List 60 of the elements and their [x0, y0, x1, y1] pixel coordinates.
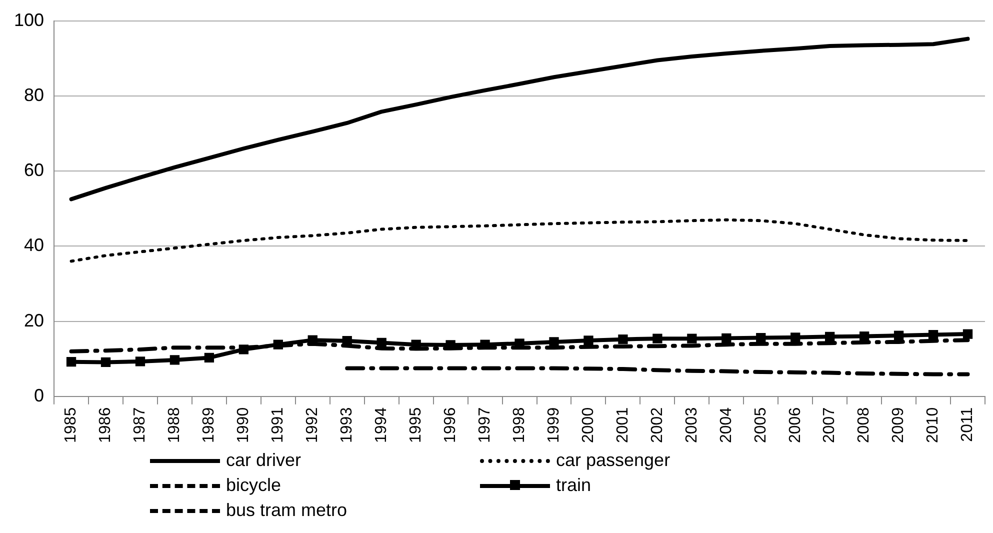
x-tick-label: 1996 [442, 407, 459, 443]
x-tick-label: 2011 [959, 407, 976, 442]
x-tick-label: 1987 [132, 407, 149, 443]
point [722, 333, 732, 344]
x-tick-label: 1986 [97, 407, 114, 443]
x-tick-label: 2003 [683, 407, 700, 443]
point [962, 329, 973, 339]
x-tick-label: 1985 [62, 407, 80, 443]
legend-label: train [556, 475, 592, 496]
x-tick-label: 1997 [476, 407, 494, 443]
y-tick-label: 100 [14, 10, 44, 30]
point [618, 334, 628, 344]
point [549, 337, 559, 347]
point [859, 331, 870, 342]
legend-label: bus tram metro [226, 500, 348, 521]
x-tick-label: 1988 [166, 407, 184, 443]
line-series [70, 218, 970, 263]
point [100, 357, 111, 368]
legend-label: car passenger [556, 450, 670, 471]
x-tick-label: 1989 [200, 407, 218, 443]
x-tick-label: 2000 [580, 407, 597, 443]
point [790, 332, 800, 342]
x-tick-label: 2006 [786, 407, 804, 443]
point [135, 356, 146, 366]
y-tick-label: 60 [24, 160, 44, 180]
point [652, 334, 662, 344]
line-series [345, 366, 970, 376]
point [894, 330, 904, 340]
x-tick-label: 1998 [510, 407, 528, 443]
x-tick-label: 1994 [373, 407, 390, 443]
x-tick-label: 1991 [270, 407, 287, 443]
x-tick-label: 1999 [545, 407, 562, 443]
point [66, 357, 76, 367]
x-tick-label: 2008 [856, 407, 873, 443]
x-tick-label: 2007 [821, 407, 838, 443]
x-tick-label: 1995 [407, 407, 424, 443]
x-tick-label: 2002 [648, 407, 666, 443]
x-tick-label: 1992 [304, 407, 322, 443]
point [756, 332, 766, 343]
x-tick-label: 2010 [924, 407, 942, 443]
y-tick-label: 20 [24, 310, 44, 330]
y-tick-label: 80 [24, 84, 44, 105]
x-tick-label: 1990 [235, 407, 252, 443]
point [825, 332, 835, 342]
legend-label: bicycle [226, 475, 282, 496]
point [687, 334, 697, 344]
x-tick-label: 1993 [338, 407, 356, 443]
point [342, 336, 352, 346]
point [376, 338, 386, 348]
legend-label: car driver [226, 450, 302, 471]
point [584, 336, 594, 346]
y-tick-label: 40 [24, 235, 44, 256]
x-tick-label: 2009 [890, 407, 908, 443]
point [170, 355, 180, 365]
x-tick-label: 2004 [718, 407, 735, 443]
point [204, 352, 214, 363]
y-tick-label: 0 [34, 385, 44, 406]
x-tick-label: 2005 [752, 407, 770, 443]
point [928, 330, 938, 340]
x-tick-label: 2001 [614, 407, 632, 443]
